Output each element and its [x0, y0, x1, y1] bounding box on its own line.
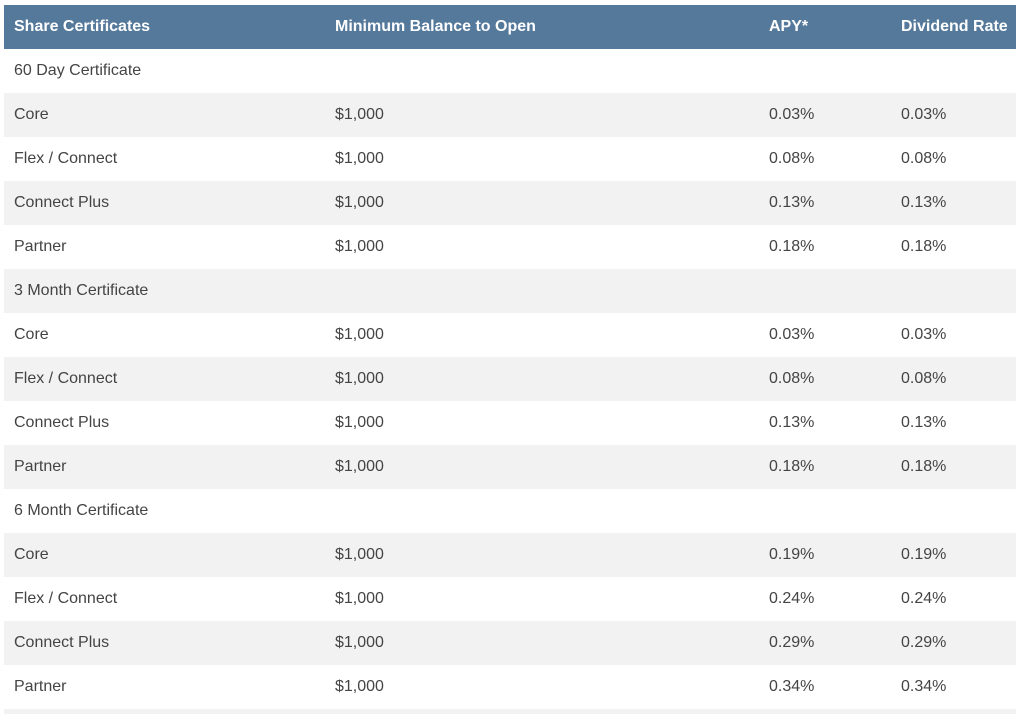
- minimum-balance-cell: [325, 489, 759, 533]
- table-row: Partner $1,000 0.18% 0.18%: [4, 445, 1016, 489]
- dividend-rate-cell: [888, 269, 1016, 313]
- dividend-rate-cell: 0.03%: [901, 326, 947, 343]
- tier-name-cell: Partner: [14, 238, 67, 255]
- minimum-balance-cell: $1,000: [335, 458, 384, 475]
- certificate-term-label: 3 Month Certificate: [14, 282, 149, 299]
- apy-cell: 0.13%: [769, 414, 815, 431]
- tier-name-cell: Connect Plus: [14, 634, 110, 651]
- minimum-balance-cell: [325, 269, 759, 313]
- apy-cell: 0.29%: [769, 634, 815, 651]
- tier-name-cell: Core: [14, 326, 49, 343]
- table-row: Connect Plus $1,000 0.13% 0.13%: [4, 181, 1016, 225]
- apy-cell: 0.24%: [769, 590, 815, 607]
- table-row: Core $1,000 0.19% 0.19%: [4, 533, 1016, 577]
- dividend-rate-cell: 0.08%: [901, 370, 947, 387]
- apy-cell: [759, 49, 888, 93]
- dividend-rate-cell: 0.13%: [901, 414, 947, 431]
- tier-name-cell: Connect Plus: [14, 194, 110, 211]
- apy-cell: 0.08%: [769, 150, 815, 167]
- share-certificates-rates-table: Share Certificates Minimum Balance to Op…: [4, 5, 1016, 709]
- apy-cell: [759, 269, 888, 313]
- minimum-balance-cell: $1,000: [335, 678, 384, 695]
- apy-cell: 0.03%: [769, 106, 815, 123]
- tier-name-cell: Core: [14, 546, 49, 563]
- table-row: Partner $1,000 0.34% 0.34%: [4, 665, 1016, 709]
- apy-cell: 0.13%: [769, 194, 815, 211]
- tier-name-cell: Flex / Connect: [14, 150, 118, 167]
- table-row-group-60-day: 60 Day Certificate: [4, 49, 1016, 93]
- certificate-term-label: 60 Day Certificate: [14, 62, 142, 79]
- apy-cell: 0.18%: [769, 458, 815, 475]
- tier-name-cell: Flex / Connect: [14, 370, 118, 387]
- apy-cell: 0.34%: [769, 678, 815, 695]
- dividend-rate-cell: 0.03%: [901, 106, 947, 123]
- dividend-rate-cell: 0.19%: [901, 546, 947, 563]
- certificate-term-label: 6 Month Certificate: [14, 502, 149, 519]
- minimum-balance-cell: $1,000: [335, 414, 384, 431]
- apy-cell: [759, 489, 888, 533]
- minimum-balance-cell: [325, 49, 759, 93]
- minimum-balance-cell: $1,000: [335, 106, 384, 123]
- apy-cell: 0.19%: [769, 546, 815, 563]
- tier-name-cell: Connect Plus: [14, 414, 110, 431]
- minimum-balance-cell: $1,000: [335, 546, 384, 563]
- header-row: Share Certificates Minimum Balance to Op…: [4, 5, 1016, 49]
- table-row: Connect Plus $1,000 0.13% 0.13%: [4, 401, 1016, 445]
- header-dividend-rate: Dividend Rate: [901, 18, 1008, 35]
- apy-cell: 0.18%: [769, 238, 815, 255]
- dividend-rate-cell: 0.13%: [901, 194, 947, 211]
- tier-name-cell: Flex / Connect: [14, 590, 118, 607]
- dividend-rate-cell: 0.18%: [901, 238, 947, 255]
- tier-name-cell: Partner: [14, 678, 67, 695]
- dividend-rate-cell: [888, 49, 1016, 93]
- table-row: Partner $1,000 0.18% 0.18%: [4, 225, 1016, 269]
- dividend-rate-cell: 0.29%: [901, 634, 947, 651]
- dividend-rate-cell: 0.24%: [901, 590, 947, 607]
- dividend-rate-cell: 0.34%: [901, 678, 947, 695]
- tier-name-cell: Partner: [14, 458, 67, 475]
- minimum-balance-cell: $1,000: [335, 370, 384, 387]
- header-apy: APY*: [769, 18, 809, 35]
- minimum-balance-cell: $1,000: [335, 634, 384, 651]
- minimum-balance-cell: $1,000: [335, 194, 384, 211]
- header-minimum-balance: Minimum Balance to Open: [335, 18, 536, 35]
- table-row: Flex / Connect $1,000 0.08% 0.08%: [4, 357, 1016, 401]
- apy-cell: 0.08%: [769, 370, 815, 387]
- dividend-rate-cell: 0.08%: [901, 150, 947, 167]
- minimum-balance-cell: $1,000: [335, 590, 384, 607]
- table-row: Flex / Connect $1,000 0.24% 0.24%: [4, 577, 1016, 621]
- dividend-rate-cell: 0.18%: [901, 458, 947, 475]
- table-row: Flex / Connect $1,000 0.08% 0.08%: [4, 137, 1016, 181]
- table-row-group-3-month: 3 Month Certificate: [4, 269, 1016, 313]
- table-row-group-6-month: 6 Month Certificate: [4, 489, 1016, 533]
- rates-table-container: Share Certificates Minimum Balance to Op…: [4, 5, 1016, 709]
- next-row-strip: [4, 709, 1016, 714]
- header-share-certificates: Share Certificates: [14, 18, 151, 35]
- table-body: 60 Day Certificate Core $1,000 0.03% 0.0…: [4, 49, 1016, 709]
- minimum-balance-cell: $1,000: [335, 238, 384, 255]
- minimum-balance-cell: $1,000: [335, 150, 384, 167]
- table-row: Core $1,000 0.03% 0.03%: [4, 313, 1016, 357]
- table-row: Connect Plus $1,000 0.29% 0.29%: [4, 621, 1016, 665]
- minimum-balance-cell: $1,000: [335, 326, 384, 343]
- dividend-rate-cell: [888, 489, 1016, 533]
- table-header: Share Certificates Minimum Balance to Op…: [4, 5, 1016, 49]
- tier-name-cell: Core: [14, 106, 49, 123]
- apy-cell: 0.03%: [769, 326, 815, 343]
- table-row: Core $1,000 0.03% 0.03%: [4, 93, 1016, 137]
